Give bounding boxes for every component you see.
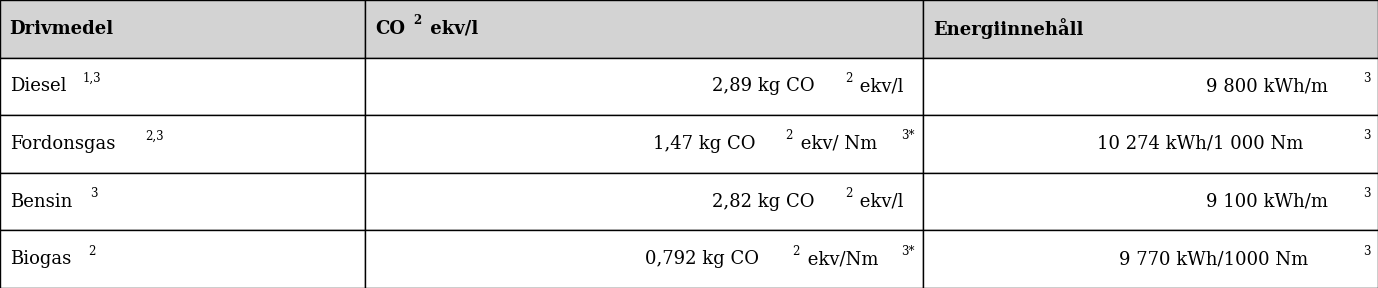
- Text: 3: 3: [1363, 129, 1371, 142]
- Text: 2: 2: [845, 72, 852, 85]
- Bar: [0, 115, 365, 173]
- Text: Drivmedel: Drivmedel: [10, 20, 114, 38]
- Text: ekv/l: ekv/l: [854, 193, 904, 211]
- Text: 3: 3: [90, 187, 98, 200]
- Text: ekv/l: ekv/l: [424, 20, 478, 38]
- Bar: [365, 115, 923, 173]
- Bar: [923, 230, 1378, 288]
- Bar: [923, 173, 1378, 230]
- Text: 2: 2: [785, 129, 792, 142]
- Text: 3: 3: [1363, 187, 1371, 200]
- Text: 3: 3: [1363, 72, 1371, 85]
- Text: Energiinnehåll: Energiinnehåll: [933, 18, 1083, 39]
- Text: 3*: 3*: [901, 129, 914, 142]
- Bar: [365, 230, 923, 288]
- Text: 9 770 kWh/1000 Nm: 9 770 kWh/1000 Nm: [1119, 250, 1308, 268]
- Text: ekv/l: ekv/l: [854, 77, 904, 95]
- Text: 2: 2: [413, 14, 422, 27]
- Text: 2,82 kg CO: 2,82 kg CO: [712, 193, 814, 211]
- Text: Fordonsgas: Fordonsgas: [10, 135, 114, 153]
- Bar: [365, 58, 923, 115]
- Text: CO: CO: [375, 20, 405, 38]
- Bar: [0, 230, 365, 288]
- Text: 3: 3: [1363, 245, 1371, 257]
- Text: Bensin: Bensin: [10, 193, 72, 211]
- Text: ekv/Nm: ekv/Nm: [802, 250, 878, 268]
- Text: 2: 2: [88, 245, 96, 257]
- Text: 1,47 kg CO: 1,47 kg CO: [653, 135, 755, 153]
- Text: 10 274 kWh/1 000 Nm: 10 274 kWh/1 000 Nm: [1097, 135, 1304, 153]
- Text: 3*: 3*: [901, 245, 914, 257]
- Bar: [365, 173, 923, 230]
- Text: 1,3: 1,3: [83, 72, 101, 85]
- Text: 2,3: 2,3: [146, 129, 164, 142]
- Text: 9 100 kWh/m: 9 100 kWh/m: [1206, 193, 1328, 211]
- Text: 2: 2: [792, 245, 799, 257]
- Bar: [0, 0, 365, 58]
- Text: 2: 2: [845, 187, 852, 200]
- Text: 9 800 kWh/m: 9 800 kWh/m: [1206, 77, 1328, 95]
- Text: 2,89 kg CO: 2,89 kg CO: [712, 77, 814, 95]
- Text: Biogas: Biogas: [10, 250, 70, 268]
- Bar: [0, 173, 365, 230]
- Bar: [923, 58, 1378, 115]
- Bar: [365, 0, 923, 58]
- Bar: [923, 115, 1378, 173]
- Text: ekv/ Nm: ekv/ Nm: [795, 135, 876, 153]
- Text: 0,792 kg CO: 0,792 kg CO: [645, 250, 759, 268]
- Bar: [0, 58, 365, 115]
- Text: Diesel: Diesel: [10, 77, 66, 95]
- Bar: [923, 0, 1378, 58]
